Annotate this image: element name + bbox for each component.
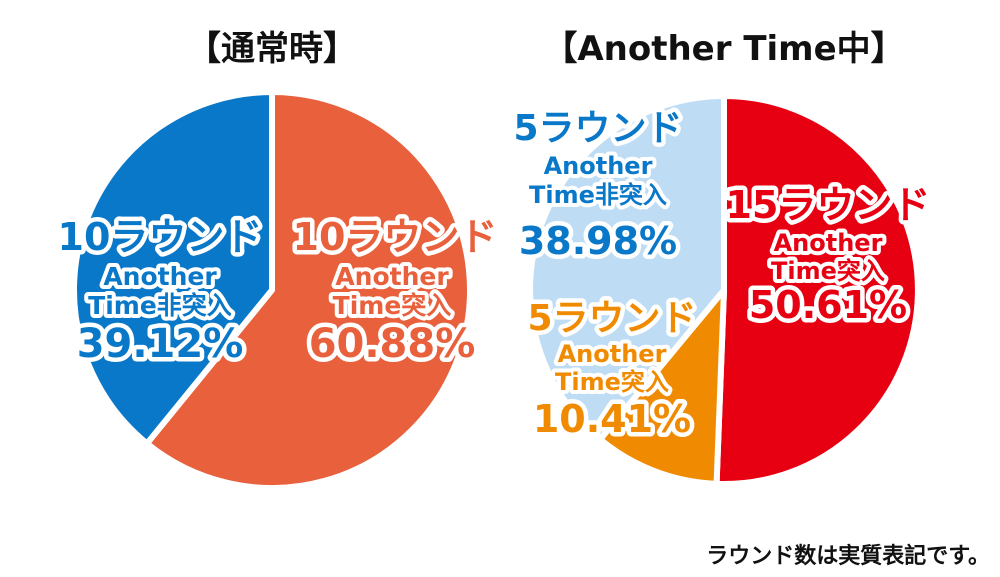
slice-label-5r-enter: 5ラウンド Another Time突入 10.41% xyxy=(523,294,701,446)
slice-label-15r-enter: 15ラウンド Another Time突入 50.61% xyxy=(721,179,935,332)
pie-another-time-slices xyxy=(527,93,921,487)
pie-another-time-title: 【Another Time中】 xyxy=(543,29,904,69)
slice-label-line1: 15ラウンド xyxy=(726,183,931,227)
slice-label-line1: 5ラウンド xyxy=(527,298,696,339)
slice-label-line3: Time突入 xyxy=(771,257,885,285)
pie-normal-title: 【通常時】 xyxy=(187,29,357,69)
slice-label-line3: Time突入 xyxy=(555,368,669,396)
pie-another-time: 【Another Time中】 15ラウンド Another Time突入 50… xyxy=(509,29,935,487)
slice-label-line2: Another xyxy=(774,229,883,257)
pie-normal: 【通常時】 10ラウンド Another Time突入 60.88% 10ラウン… xyxy=(53,29,502,491)
slice-label-line2: Another xyxy=(544,152,653,180)
slice-label-line3: Time非突入 xyxy=(88,291,232,320)
pie-slice-1-1 xyxy=(597,287,727,487)
pie-slice-1-2 xyxy=(527,93,727,443)
footnote: ラウンド数は実質表記です。 xyxy=(706,543,990,569)
slice-label-line2: Another xyxy=(335,262,449,291)
pie-slice-0-1 xyxy=(71,89,275,447)
slice-label-value: 39.12% xyxy=(77,321,244,367)
pie-slice-1-0 xyxy=(713,93,921,487)
slice-label-line1: 5ラウンド xyxy=(513,108,682,149)
slice-label-value: 60.88% xyxy=(309,321,476,367)
slice-label-value: 38.98% xyxy=(519,219,677,263)
pie-normal-slices xyxy=(71,89,473,491)
slice-label-line2: Another xyxy=(558,340,667,368)
slice-label-line1: 10ラウンド xyxy=(293,215,498,259)
pie-slice-0-0 xyxy=(143,89,473,491)
slice-label-normal-nonenter: 10ラウンド Another Time非突入 39.12% xyxy=(53,211,267,372)
slice-label-5r-nonenter: 5ラウンド Another Time非突入 38.98% xyxy=(509,104,687,268)
slice-label-value: 50.61% xyxy=(749,283,907,327)
slice-label-normal-enter: 10ラウンド Another Time突入 60.88% xyxy=(288,211,502,372)
slice-label-value: 10.41% xyxy=(533,397,691,441)
slice-label-line1: 10ラウンド xyxy=(58,215,263,259)
slice-label-line3: Time突入 xyxy=(333,291,452,320)
slice-label-line2: Another xyxy=(103,262,217,291)
slice-label-line3: Time非突入 xyxy=(529,181,667,209)
